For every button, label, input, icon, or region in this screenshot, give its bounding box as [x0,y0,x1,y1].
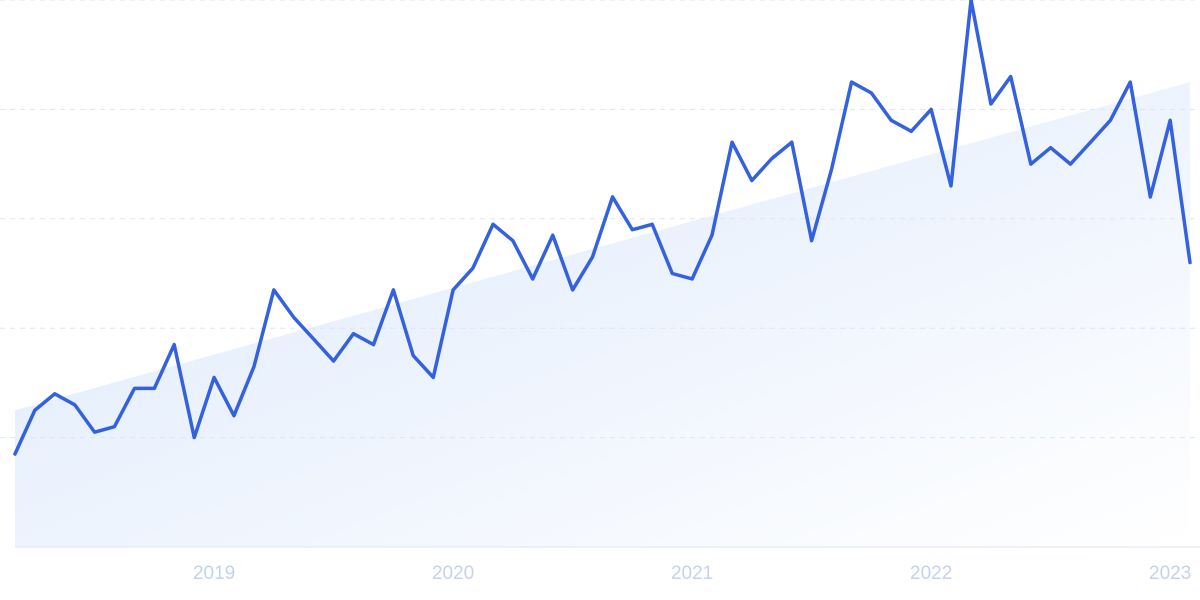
trend-area [15,82,1190,548]
x-tick-label: 2022 [910,563,952,584]
data-line [13,0,1192,456]
x-tick-label: 2020 [432,563,474,584]
x-tick-label: 2019 [193,563,235,584]
x-tick-label: 2023 [1149,563,1191,584]
x-tick-label: 2021 [671,563,713,584]
